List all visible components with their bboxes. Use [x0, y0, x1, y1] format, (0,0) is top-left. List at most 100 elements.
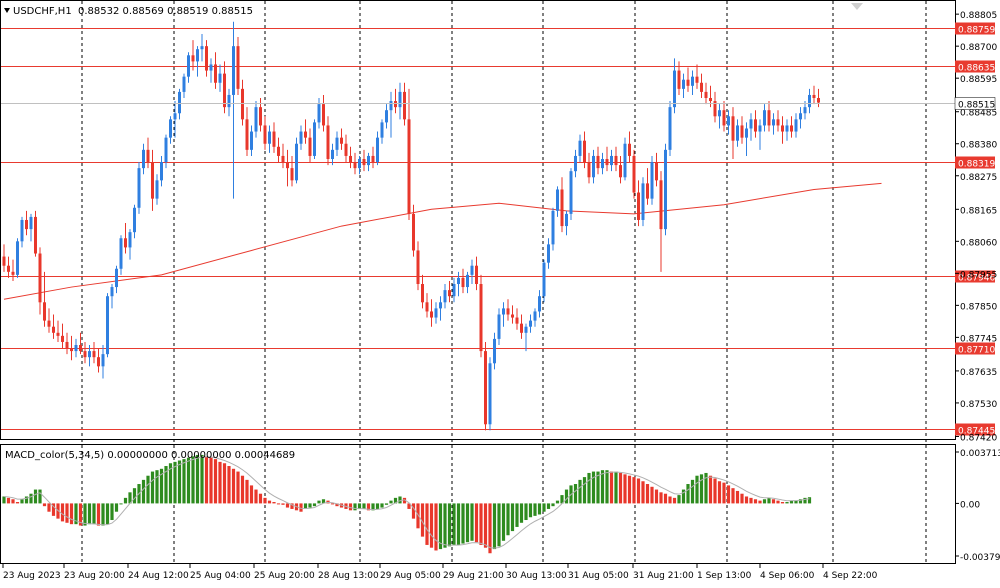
candle[interactable]	[583, 131, 586, 169]
candle[interactable]	[106, 293, 109, 358]
candle[interactable]	[358, 155, 361, 175]
candle[interactable]	[430, 299, 433, 327]
candle[interactable]	[556, 186, 559, 217]
candle[interactable]	[637, 180, 640, 227]
candle[interactable]	[250, 125, 253, 156]
candle[interactable]	[808, 88, 811, 114]
candle[interactable]	[128, 229, 132, 260]
candle[interactable]	[745, 122, 748, 156]
candle[interactable]	[515, 308, 519, 330]
candle[interactable]	[74, 338, 78, 358]
horizontal-levels[interactable]: 0.88759 0.88635 0.88319 0.87946 0.87710 0.874…	[1, 22, 995, 437]
candle[interactable]	[641, 177, 645, 227]
candle[interactable]	[272, 122, 276, 153]
candle[interactable]	[605, 146, 609, 172]
candle[interactable]	[65, 332, 69, 355]
candle[interactable]	[646, 168, 649, 205]
candle[interactable]	[146, 137, 150, 169]
candle[interactable]	[722, 101, 726, 132]
candle[interactable]	[425, 293, 429, 318]
candle[interactable]	[632, 149, 636, 199]
candle[interactable]	[565, 210, 568, 236]
candle[interactable]	[155, 174, 159, 205]
candle[interactable]	[308, 128, 312, 163]
candle[interactable]	[47, 308, 51, 333]
candle[interactable]	[754, 110, 757, 138]
candle[interactable]	[520, 314, 523, 339]
symbol-header[interactable]: USDCHF,H1 0.88532 0.88569 0.88519 0.8851…	[4, 6, 253, 17]
candle[interactable]	[790, 116, 793, 138]
candle[interactable]	[209, 58, 213, 83]
candle[interactable]	[290, 155, 294, 187]
candle[interactable]	[803, 101, 807, 120]
candle[interactable]	[799, 107, 802, 129]
candle[interactable]	[389, 91, 393, 138]
candle[interactable]	[673, 58, 676, 114]
candle[interactable]	[682, 73, 685, 99]
candle[interactable]	[331, 143, 334, 166]
candle[interactable]	[38, 247, 42, 315]
candle[interactable]	[340, 128, 343, 150]
candle[interactable]	[349, 146, 352, 169]
candle[interactable]	[718, 104, 721, 129]
candle[interactable]	[700, 73, 703, 99]
candle[interactable]	[322, 94, 325, 132]
candle[interactable]	[785, 119, 789, 141]
candle[interactable]	[398, 82, 402, 120]
candle[interactable]	[650, 155, 654, 205]
candle[interactable]	[677, 61, 681, 95]
candle[interactable]	[11, 259, 15, 281]
candle[interactable]	[407, 88, 411, 220]
candle[interactable]	[655, 152, 658, 187]
candle[interactable]	[92, 341, 96, 364]
candlesticks[interactable]	[2, 21, 821, 431]
candle[interactable]	[511, 305, 514, 324]
candle[interactable]	[173, 101, 177, 138]
candle[interactable]	[380, 119, 384, 144]
candle[interactable]	[749, 113, 753, 141]
candle[interactable]	[281, 143, 285, 169]
candle[interactable]	[20, 216, 24, 248]
candle[interactable]	[200, 33, 204, 62]
candle[interactable]	[119, 235, 123, 275]
candle[interactable]	[668, 101, 672, 156]
candle[interactable]	[560, 177, 564, 233]
candle[interactable]	[70, 335, 73, 361]
candle[interactable]	[385, 104, 388, 129]
candle[interactable]	[776, 110, 780, 132]
candle[interactable]	[52, 314, 55, 339]
candle[interactable]	[623, 137, 627, 181]
candle[interactable]	[191, 40, 195, 71]
candle[interactable]	[416, 241, 420, 291]
candle[interactable]	[538, 290, 541, 318]
candle[interactable]	[304, 119, 307, 144]
candle[interactable]	[817, 88, 820, 108]
candle[interactable]	[178, 88, 181, 120]
candle[interactable]	[151, 149, 154, 211]
candle[interactable]	[713, 91, 717, 123]
candle[interactable]	[475, 256, 478, 291]
candle[interactable]	[16, 238, 19, 278]
candle[interactable]	[497, 308, 501, 345]
candle[interactable]	[781, 116, 784, 144]
candle[interactable]	[767, 101, 771, 132]
candle[interactable]	[529, 314, 532, 333]
candle[interactable]	[610, 149, 613, 172]
candle[interactable]	[812, 85, 816, 105]
candle[interactable]	[502, 302, 505, 327]
candle[interactable]	[470, 259, 474, 285]
candle[interactable]	[196, 46, 199, 77]
candle[interactable]	[542, 259, 546, 303]
candle[interactable]	[592, 149, 595, 184]
candle[interactable]	[160, 155, 163, 187]
candle[interactable]	[43, 271, 46, 327]
candle[interactable]	[731, 107, 735, 159]
candle[interactable]	[313, 119, 316, 159]
candle[interactable]	[484, 341, 487, 431]
candle[interactable]	[506, 299, 510, 321]
candle[interactable]	[344, 134, 348, 163]
candle[interactable]	[763, 104, 766, 132]
candle[interactable]	[97, 348, 100, 373]
candle[interactable]	[101, 344, 105, 379]
candle[interactable]	[254, 101, 258, 138]
